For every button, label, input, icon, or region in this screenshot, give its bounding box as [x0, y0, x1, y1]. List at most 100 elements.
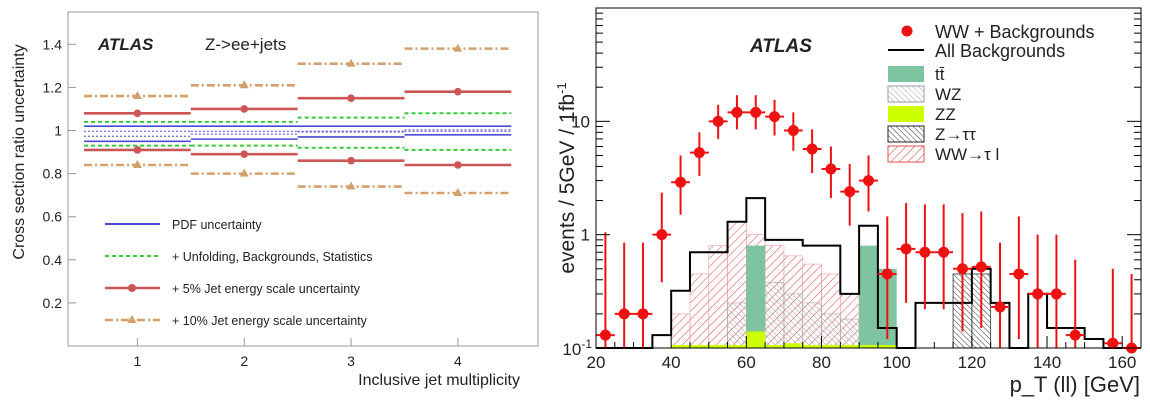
legend-label-wz: WZ	[935, 85, 961, 104]
data-point	[712, 115, 724, 127]
data-point	[975, 261, 987, 273]
left-band-marker	[239, 80, 249, 89]
legend-label-ztautau: Z→ττ	[935, 125, 976, 144]
data-point	[1050, 288, 1062, 300]
wz-bar	[802, 302, 822, 349]
legend-label-jes10: + 10% Jet energy scale uncertainty	[172, 314, 368, 328]
data-point	[956, 263, 968, 275]
right-y-tick-label-bottom: 10-1	[562, 337, 592, 359]
data-point	[938, 246, 950, 258]
legend-marker-jes5	[128, 284, 136, 292]
legend-swatch-wwtau	[887, 145, 925, 163]
data-point	[900, 243, 912, 255]
data-point	[769, 111, 781, 123]
right-x-tick-label: 60	[737, 353, 756, 372]
left-band-marker	[453, 188, 463, 197]
wz-bar	[727, 302, 747, 349]
legend-label-unfolding: + Unfolding, Backgrounds, Statistics	[172, 250, 372, 264]
legend-swatch-wz	[887, 85, 925, 103]
left-y-tick-label: 0.2	[43, 295, 63, 311]
legend-swatch-ttbar	[888, 66, 924, 82]
right-legend: WW + Backgrounds All Backgrounds tt̄ WZ …	[887, 22, 1095, 164]
left-band-marker	[239, 168, 249, 177]
left-y-tick-label: 1.2	[43, 79, 63, 95]
left-plot-frame	[67, 11, 539, 347]
ttbar-bar	[859, 245, 878, 348]
left-band-marker	[240, 150, 249, 159]
data-point	[1069, 329, 1081, 341]
left-y-axis-title: Cross section ratio uncertainty	[11, 44, 28, 259]
wz-bar	[840, 318, 860, 349]
right-x-tick-label: 80	[812, 353, 831, 372]
wwtau-bar	[708, 245, 728, 349]
left-legend: PDF uncertainty + Unfolding, Backgrounds…	[105, 218, 372, 328]
data-point	[693, 147, 705, 159]
left-y-tick-label: 1.4	[43, 36, 63, 52]
data-point	[787, 125, 799, 137]
wz-bar	[783, 293, 804, 349]
data-point	[750, 106, 762, 118]
left-band-marker	[133, 146, 142, 154]
right-x-tick-label: 140	[1033, 353, 1061, 372]
left-y-tick-label: 0.4	[43, 252, 63, 268]
data-point	[1107, 337, 1119, 349]
data-point	[994, 301, 1006, 313]
data-point	[618, 308, 630, 320]
right-x-tick-label: 120	[958, 353, 986, 372]
ttbar-bar	[746, 245, 766, 348]
legend-label-allbkg: All Backgrounds	[935, 41, 1065, 61]
legend-label-pdf: PDF uncertainty	[172, 218, 262, 232]
data-point	[806, 143, 818, 155]
right-x-tick-label: 100	[883, 353, 911, 372]
left-x-tick-label: 3	[347, 353, 355, 369]
data-point	[637, 308, 649, 320]
legend-swatch-ztautau	[887, 125, 925, 143]
right-x-tick-label: 40	[662, 353, 681, 372]
left-chart-lines	[84, 43, 512, 197]
left-axis-ticks: 1 2 3 4 0.2 0.4 0.6 0.8 1 1.2 1.4	[43, 36, 462, 369]
right-plot-frame	[595, 7, 1142, 349]
wwtau-bar	[689, 273, 710, 349]
left-band-marker	[132, 91, 142, 100]
left-band-marker	[454, 87, 462, 96]
left-x-tick-label: 4	[454, 353, 462, 369]
data-point	[731, 106, 743, 118]
right-y-axis-title-sup: -1	[554, 82, 569, 94]
right-y-tick-label: 10	[571, 112, 590, 131]
left-brand-label: ATLAS	[97, 35, 154, 54]
wz-bar	[764, 281, 785, 349]
legend-label-ttbar: tt̄	[935, 65, 945, 84]
left-band-marker	[346, 181, 356, 190]
left-band-marker	[133, 109, 142, 118]
left-band-marker	[132, 159, 142, 168]
right-y-axis-title: events / 5GeV / 1fb-1	[554, 82, 579, 273]
data-point	[844, 186, 856, 198]
data-point	[675, 176, 687, 188]
legend-label-jes5: + 5% Jet energy scale uncertainty	[172, 282, 361, 296]
data-point	[1013, 268, 1025, 280]
right-x-axis-title: p_T (ll) [GeV]	[1010, 372, 1140, 397]
right-x-tick-label: 160	[1108, 353, 1136, 372]
data-point	[599, 329, 611, 341]
left-y-tick-label: 0.8	[43, 166, 63, 182]
legend-marker-data	[901, 25, 913, 37]
data-point	[881, 268, 893, 280]
left-x-axis-title: Inclusive jet multiplicity	[358, 372, 520, 389]
right-background-stack	[596, 197, 1141, 349]
left-chart: 1 2 3 4 0.2 0.4 0.6 0.8 1 1.2 1.4 ATLAS Z->ee+jets…	[11, 11, 539, 389]
data-point	[863, 175, 874, 187]
legend-label-data: WW + Backgrounds	[935, 22, 1095, 42]
right-y-axis-title-text: events / 5GeV / 1fb	[556, 94, 579, 274]
data-point	[825, 163, 837, 175]
left-x-tick-label: 1	[134, 353, 142, 369]
left-band-marker	[347, 156, 355, 165]
right-y-tick-label-bottom-exp: -1	[581, 337, 592, 351]
left-band-marker	[347, 94, 355, 102]
data-point	[919, 246, 931, 258]
left-x-tick-label: 2	[240, 353, 248, 369]
left-band-marker	[346, 58, 356, 67]
data-point	[656, 229, 668, 241]
